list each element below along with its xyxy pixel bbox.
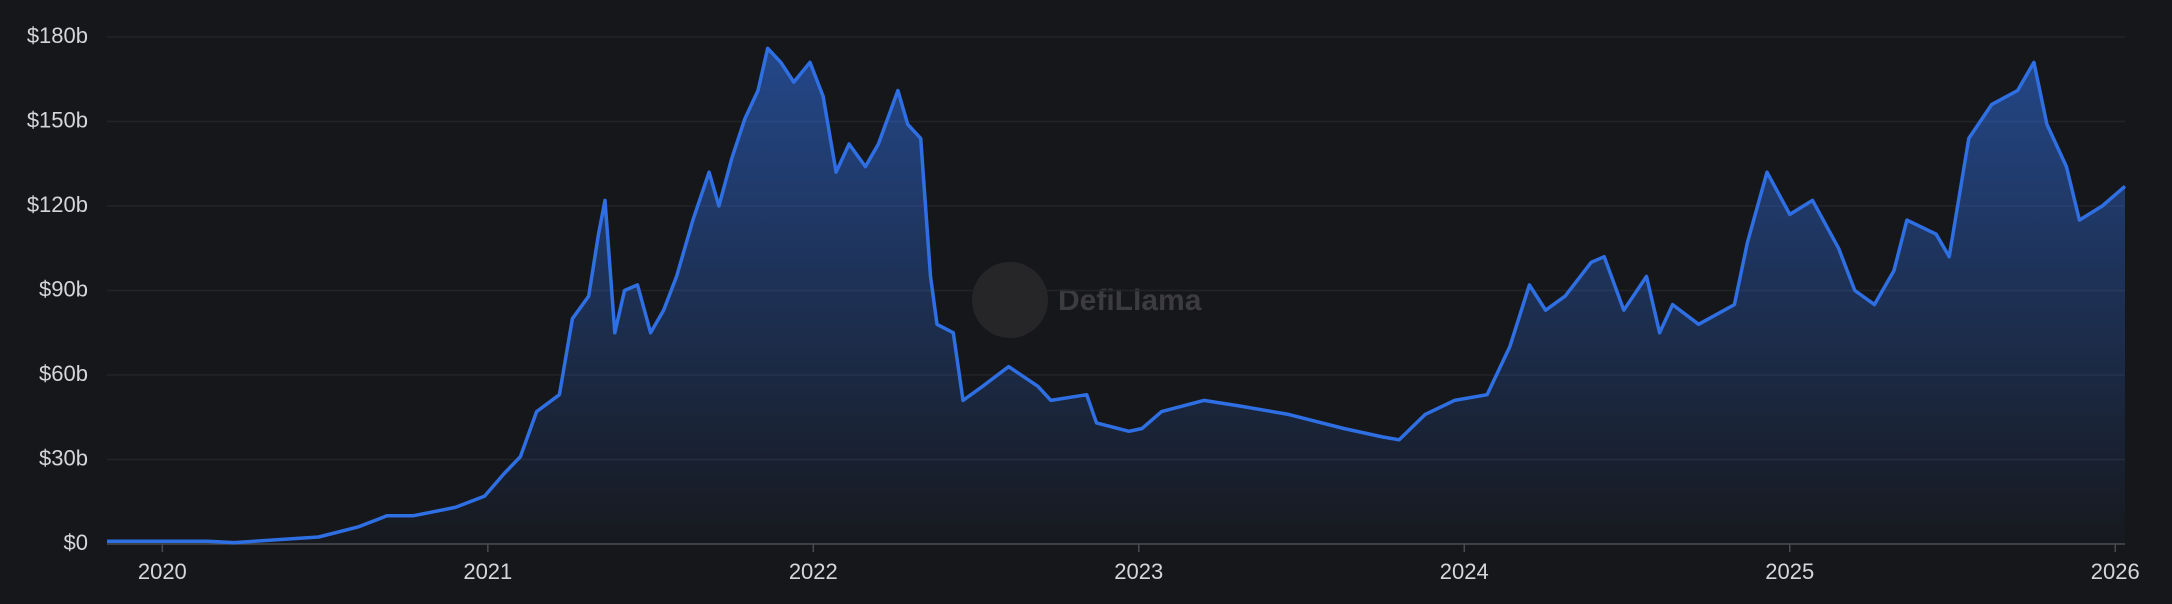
y-tick-label: $90b xyxy=(39,276,88,301)
y-tick-label: $180b xyxy=(27,23,88,48)
x-tick-label: 2025 xyxy=(1765,559,1814,584)
y-tick-label: $120b xyxy=(27,192,88,217)
x-tick-label: 2020 xyxy=(138,559,187,584)
y-tick-label: $150b xyxy=(27,107,88,132)
x-tick-label: 2026 xyxy=(2091,559,2140,584)
y-tick-label: $30b xyxy=(39,445,88,470)
x-tick-label: 2021 xyxy=(463,559,512,584)
watermark-logo xyxy=(972,262,1048,338)
y-tick-label: $0 xyxy=(64,530,88,555)
x-tick-label: 2023 xyxy=(1114,559,1163,584)
x-tick-label: 2022 xyxy=(789,559,838,584)
y-tick-label: $60b xyxy=(39,361,88,386)
area-fill xyxy=(107,48,2125,545)
x-tick-label: 2024 xyxy=(1440,559,1489,584)
line xyxy=(107,46,2127,545)
watermark-text: DefiLlama xyxy=(1058,284,1202,317)
watermark: DefiLlama xyxy=(972,262,1202,338)
